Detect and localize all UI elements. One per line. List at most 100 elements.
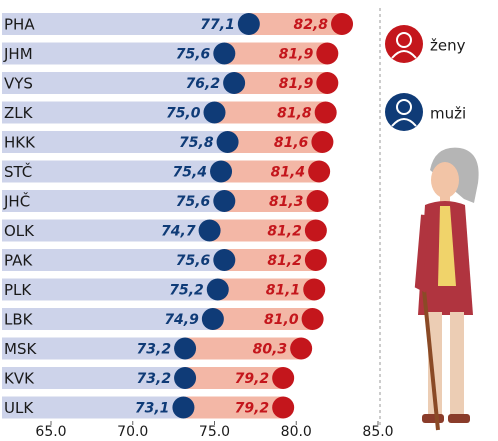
value-label: 74,7 [161,224,196,240]
bar-gap [221,160,320,183]
value-label: 81,2 [267,224,302,240]
category-label: KVK [4,370,35,388]
dot [314,101,337,124]
x-tick-label: 75.0 [199,424,230,440]
bar-base [2,308,213,330]
value-label: 80,3 [253,342,288,358]
value-label: 75,6 [176,253,211,269]
dot [198,219,221,242]
bar-gap [224,190,318,212]
category-label: ULK [4,399,34,417]
dot [316,42,339,65]
bar-base [2,190,225,212]
value-label: 81,0 [264,312,299,328]
dot [213,190,236,212]
bar-base [2,278,218,301]
bar-gap [185,337,302,360]
value-label: 75,8 [179,135,214,151]
x-tick-label: 80.0 [281,424,312,440]
bar-gap [209,219,316,242]
value-label: 76,2 [186,76,221,92]
bar-base [2,396,184,419]
x-tick-label: 65.0 [35,424,66,440]
dot [206,278,229,301]
bar-gap [224,42,328,65]
bar-base [2,72,235,94]
dot [216,131,239,153]
dot [301,308,324,330]
category-label: HKK [4,134,36,152]
value-label: 73,1 [135,401,170,417]
bar-base [2,337,186,360]
category-label: STČ [4,162,32,181]
value-label: 81,4 [271,165,306,181]
value-label: 81,8 [277,106,312,122]
value-label: 73,2 [137,371,172,387]
bar-base [2,131,228,153]
value-label: 79,2 [235,371,270,387]
value-label: 81,2 [267,253,302,269]
bar-gap [224,249,316,271]
value-label: 75,6 [176,194,211,210]
bar-base [2,160,222,183]
value-label: 75,6 [176,47,211,63]
dot [174,337,197,360]
value-label: 75,4 [172,165,207,181]
category-label: VYS [4,75,33,93]
dot [223,72,246,94]
dot [237,13,260,35]
value-label: 77,1 [200,17,235,33]
category-label: PAK [4,252,33,270]
legend-label: muži [430,105,466,123]
dot [308,160,331,183]
category-label: OLK [4,222,35,240]
legend-icon-women [385,25,423,63]
dot [174,367,197,389]
value-label: 81,1 [266,283,301,299]
value-label: 82,8 [293,17,328,33]
value-label: 81,9 [279,76,314,92]
dot [311,131,334,153]
value-label: 81,9 [279,47,314,63]
dot [304,249,327,271]
bar-gap [214,101,326,124]
illustration [414,147,479,431]
bar-gap [212,308,313,330]
bar-gap [227,131,323,153]
dot [203,101,226,124]
dot [213,42,236,65]
category-label: PHA [4,16,35,34]
category-label: PLK [4,281,32,299]
bar-gap [217,278,315,301]
dot [272,396,295,419]
dot [201,308,224,330]
category-label: JHČ [3,192,30,211]
bar-base [2,249,225,271]
dot [306,190,329,212]
x-tick-label: 70.0 [117,424,148,440]
legend-icon-men [385,93,423,131]
bar-base [2,42,225,65]
bar-base [2,13,249,35]
dot [331,13,354,35]
category-label: ZLK [4,104,34,122]
category-label: JHM [3,45,33,63]
bar-gap [183,396,284,419]
bar-gap [248,13,343,35]
dot [290,337,313,360]
value-label: 74,9 [164,312,199,328]
x-tick-label: 85.0 [362,424,393,440]
dot [172,396,195,419]
value-label: 81,6 [274,135,309,151]
value-label: 79,2 [235,401,270,417]
value-label: 75,0 [166,106,201,122]
category-label: MSK [4,340,37,358]
dot [210,160,233,183]
bar-gap [234,72,328,94]
dot [272,367,295,389]
dot [316,72,339,94]
value-label: 81,3 [269,194,304,210]
dot [303,278,326,301]
dot [213,249,236,271]
